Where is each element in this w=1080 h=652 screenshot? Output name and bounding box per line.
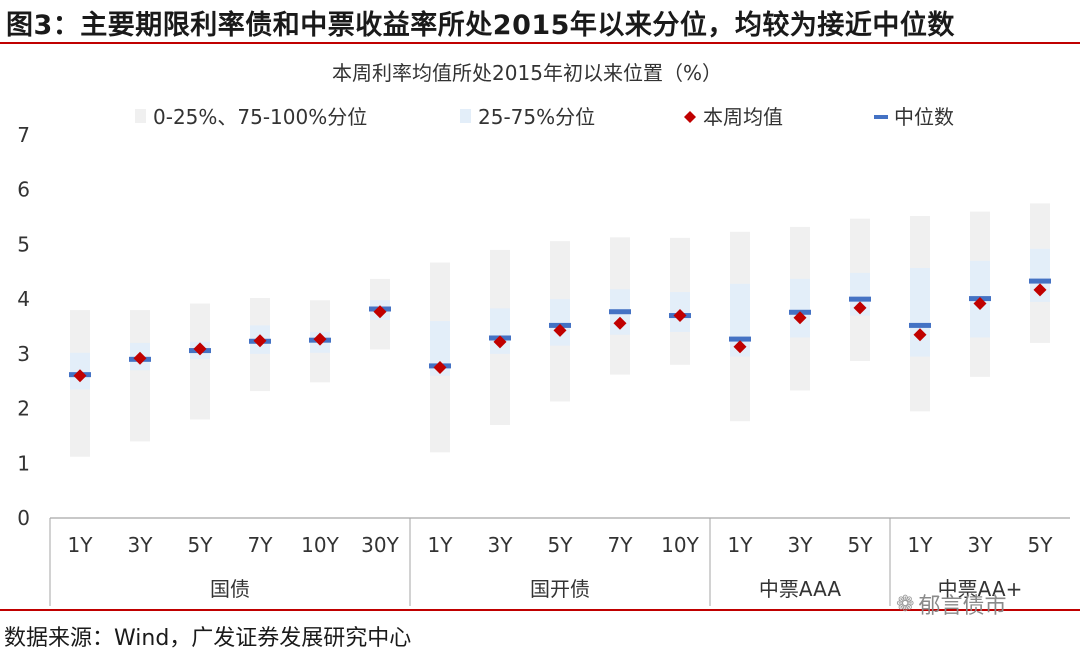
x-tick-label: 10Y <box>301 533 339 557</box>
inner-range-bar <box>550 299 570 346</box>
y-tick-label: 2 <box>17 397 30 421</box>
x-tick-label: 1Y <box>68 533 94 557</box>
y-tick-label: 5 <box>17 232 30 256</box>
x-tick-label: 1Y <box>728 533 754 557</box>
watermark: ❁ 郁言债市 <box>896 588 1006 620</box>
median-marker <box>729 336 751 342</box>
x-tick-label: 3Y <box>128 533 154 557</box>
mean-marker <box>793 311 807 325</box>
footer-rule <box>0 609 1080 611</box>
figure-title: 图3：主要期限利率债和中票收益率所处2015年以来分位，均较为接近中位数 <box>6 10 955 41</box>
wechat-icon: ❁ <box>896 591 915 617</box>
median-marker <box>909 322 931 328</box>
inner-range-bar <box>910 267 930 357</box>
plot-area: 0 1 2 3 4 5 6 7 1Y 3Y 5Y 7Y 10Y 30Y 1Y 3Y 5Y 7Y 10Y 1Y 3Y 5Y 1… <box>17 123 1070 606</box>
watermark-text: 郁言债市 <box>918 594 1007 619</box>
x-tick-label: 3Y <box>968 533 994 557</box>
x-tick-label: 5Y <box>188 533 214 557</box>
x-tick-label: 10Y <box>661 533 699 557</box>
x-tick-label: 1Y <box>428 533 454 557</box>
mean-marker <box>553 323 567 337</box>
legend-swatch-median <box>874 115 888 119</box>
median-marker <box>609 309 631 315</box>
mean-marker <box>433 361 447 375</box>
legend-label: 25-75%分位 <box>478 105 595 129</box>
group-label: 中票AA+ <box>938 577 1023 601</box>
x-tick-label: 30Y <box>361 533 399 557</box>
mean-marker <box>1033 283 1047 297</box>
mean-marker <box>673 309 687 323</box>
y-tick-label: 1 <box>17 451 30 475</box>
x-tick-label: 3Y <box>488 533 514 557</box>
group-label: 国债 <box>210 577 250 601</box>
y-tick-label: 7 <box>17 123 30 147</box>
mean-marker <box>313 332 327 346</box>
median-marker <box>1029 278 1051 284</box>
mean-marker <box>913 328 927 342</box>
outer-range-bar <box>190 303 210 420</box>
inner-range-bar <box>790 278 810 338</box>
inner-range-bar <box>850 272 870 316</box>
legend: 0-25%、75-100%分位 25-75%分位 本周均值 中位数 <box>135 105 954 129</box>
x-tick-label: 7Y <box>608 533 634 557</box>
outer-range-bar <box>130 310 150 442</box>
x-tick-label: 7Y <box>248 533 274 557</box>
y-tick-label: 4 <box>17 287 30 311</box>
mean-marker <box>253 334 267 348</box>
legend-swatch-outer <box>135 109 146 123</box>
inner-range-bar <box>430 321 450 376</box>
legend-label: 本周均值 <box>703 105 783 129</box>
median-marker <box>849 296 871 302</box>
y-tick-label: 0 <box>17 506 30 530</box>
y-tick-label: 3 <box>17 342 30 366</box>
mean-marker <box>853 301 867 315</box>
mean-marker <box>193 342 207 356</box>
group-label: 中票AAA <box>759 577 841 601</box>
mean-marker <box>973 297 987 311</box>
mean-marker <box>733 340 747 354</box>
x-tick-label: 5Y <box>1028 533 1054 557</box>
chart-title: 本周利率均值所处2015年初以来位置（%） <box>332 61 722 85</box>
y-tick-label: 6 <box>17 178 30 202</box>
legend-label: 0-25%、75-100%分位 <box>153 105 367 129</box>
mean-marker <box>493 335 507 349</box>
x-tick-label: 3Y <box>788 533 814 557</box>
legend-label: 中位数 <box>894 105 954 129</box>
mean-marker <box>613 316 627 330</box>
mean-marker <box>373 305 387 319</box>
x-tick-label: 5Y <box>548 533 574 557</box>
mean-marker <box>133 351 147 365</box>
x-tick-label: 5Y <box>848 533 874 557</box>
mean-marker <box>73 369 87 383</box>
x-tick-label: 1Y <box>908 533 934 557</box>
title-rule <box>0 42 1080 44</box>
legend-swatch-mean <box>684 111 696 123</box>
group-label: 国开债 <box>530 577 590 601</box>
legend-swatch-inner <box>460 109 471 123</box>
source-note: 数据来源：Wind，广发证券发展研究中心 <box>4 626 412 651</box>
